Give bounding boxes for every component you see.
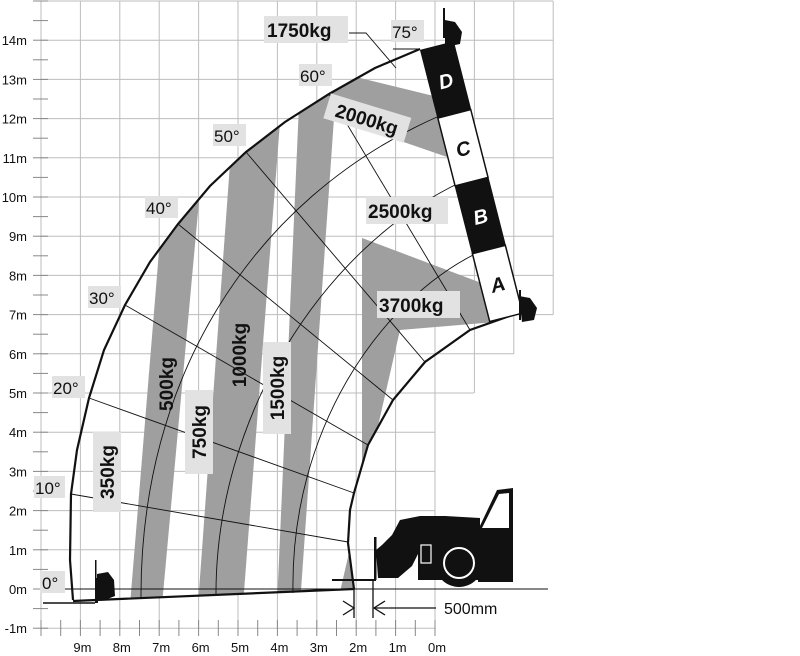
angle-line-40 — [177, 223, 394, 401]
x-axis-label: 2m — [349, 640, 367, 655]
boom: D C B A — [419, 41, 524, 323]
y-axis-label: 9m — [9, 229, 27, 244]
angle-label-30: 30° — [89, 289, 115, 308]
axis-ticks — [33, 0, 436, 636]
angle-label-50: 50° — [214, 127, 240, 146]
x-axis-label: 3m — [310, 640, 328, 655]
load-label-500kg: 500kg — [157, 357, 178, 411]
bottom-line — [72, 587, 355, 603]
axis-labels: 14m 13m 12m 11m 10m 9m 8m 7m 6m 5m 4m 3m 2m 1m 0m -1m 9m… — [2, 33, 446, 655]
band-750-1000kg — [198, 122, 280, 600]
angle-label-10: 10° — [35, 479, 61, 498]
telehandler-icon — [332, 488, 513, 587]
y-axis-label: 1m — [9, 543, 27, 558]
x-axis-label: 5m — [231, 640, 249, 655]
load-label-2500kg: 2500kg — [368, 202, 432, 223]
dimension-label: 500mm — [444, 601, 497, 618]
load-label-1500kg: 1500kg — [268, 356, 289, 420]
y-axis-label: 12m — [2, 112, 27, 127]
load-labels: 1750kg 2000kg 2500kg 3700kg 350kg 500kg … — [93, 16, 460, 512]
load-curve-c-d — [140, 116, 438, 599]
angle-line-30 — [124, 304, 369, 446]
x-axis-label: 9m — [73, 640, 91, 655]
angle-label-60: 60° — [300, 67, 326, 86]
y-axis-label: 3m — [9, 464, 27, 479]
load-label-1000kg: 1000kg — [230, 323, 251, 387]
y-axis-label: 7m — [9, 308, 27, 323]
angle-line-20 — [88, 397, 355, 494]
angle-label-0: 0° — [42, 574, 58, 593]
angle-label-20: 20° — [53, 379, 79, 398]
arrow-right-icon — [342, 600, 356, 616]
boom-section-d-label: D — [436, 69, 455, 94]
boom-section-a-label: A — [487, 273, 507, 298]
y-axis-label: 11m — [3, 151, 27, 166]
load-label-750kg: 750kg — [190, 405, 211, 459]
band-350-500kg — [130, 190, 200, 600]
y-axis-label: 14m — [2, 33, 27, 48]
inner-envelope — [346, 311, 519, 590]
angle-line-50 — [245, 151, 426, 363]
y-axis-label: 2m — [9, 504, 27, 519]
boom-section-a — [471, 244, 524, 323]
load-label-3700kg: 3700kg — [379, 296, 443, 317]
carriage-right-icon — [519, 290, 537, 322]
y-axis-label: 6m — [9, 347, 27, 362]
y-axis-label: 13m — [2, 72, 27, 87]
band-1500-2000kg — [277, 77, 450, 600]
x-axis-label: 4m — [270, 640, 288, 655]
y-axis-label: 4m — [9, 425, 27, 440]
load-curve-a-b — [292, 251, 480, 594]
load-label-1750kg: 1750kg — [267, 21, 331, 42]
angle-label-40: 40° — [146, 199, 172, 218]
leader-1750kg — [349, 32, 397, 69]
y-axis-label: 10m — [2, 190, 27, 205]
outer-envelope — [68, 47, 421, 601]
y-axis-label: -1m — [5, 621, 27, 636]
y-axis-label: 5m — [9, 386, 27, 401]
dimension-500mm — [342, 580, 436, 618]
y-axis-label: 0m — [9, 582, 27, 597]
x-axis-label: 6m — [192, 640, 210, 655]
x-axis-label: 8m — [113, 640, 131, 655]
angle-labels: 0° 10° 20° 30° 40° 50° 60° 75° — [34, 20, 424, 593]
x-axis-label: 0m — [428, 640, 446, 655]
angle-label-75: 75° — [392, 23, 418, 42]
y-axis-label: 8m — [9, 268, 27, 283]
x-axis-label: 1m — [389, 640, 407, 655]
load-label-350kg: 350kg — [98, 445, 119, 499]
carriage-left-icon — [95, 560, 115, 603]
boom-section-b-label: B — [471, 205, 490, 230]
boom-section-c-label: C — [454, 137, 474, 162]
x-axis-label: 7m — [152, 640, 170, 655]
carriage-top-icon — [443, 8, 462, 46]
